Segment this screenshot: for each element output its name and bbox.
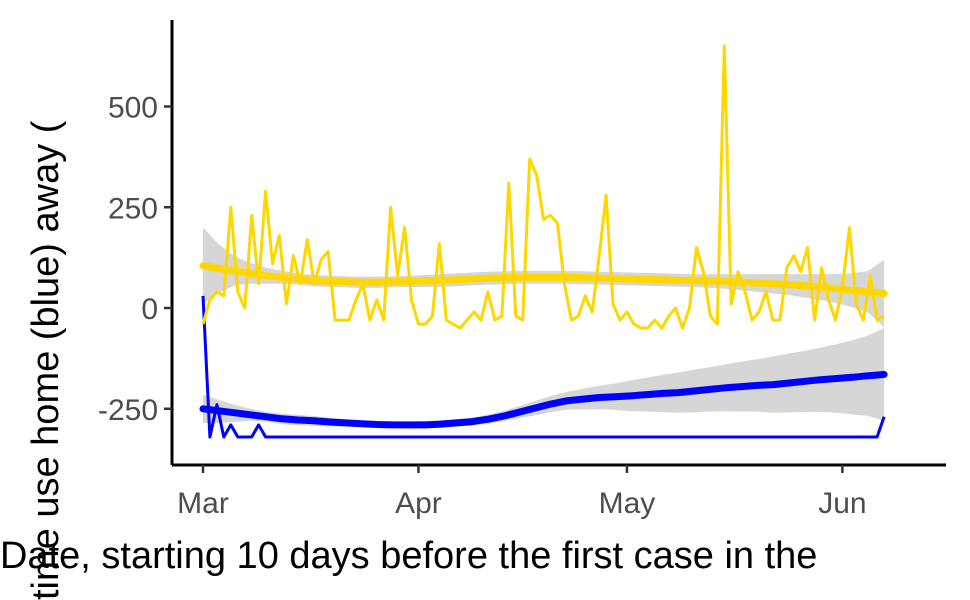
confidence-band-2 — [203, 328, 885, 429]
x-tick-label: Apr — [395, 487, 442, 520]
y-tick-label: 0 — [141, 293, 158, 326]
y-axis-ticks: 500 250 0 -250 — [98, 92, 172, 427]
raw-series-lines — [201, 44, 886, 439]
y-tick-label: -250 — [98, 394, 158, 427]
y-axis-title: time use home (blue) away ( — [25, 120, 67, 600]
smooth-line-3 — [199, 262, 888, 297]
x-axis-ticks: Mar Apr May Jun — [177, 465, 867, 520]
x-tick-label: Jun — [818, 487, 866, 520]
y-tick-label: 500 — [108, 92, 158, 125]
x-tick-label: Mar — [177, 487, 229, 520]
smooth-line-2 — [199, 371, 888, 429]
raw-line-1 — [201, 44, 885, 330]
x-axis-title: Date, starting 10 days before the first … — [0, 535, 817, 577]
y-tick-label: 250 — [108, 192, 158, 225]
smooth-trend-lines — [199, 262, 888, 429]
raw-line-0 — [201, 295, 886, 439]
x-tick-label: May — [599, 487, 656, 520]
